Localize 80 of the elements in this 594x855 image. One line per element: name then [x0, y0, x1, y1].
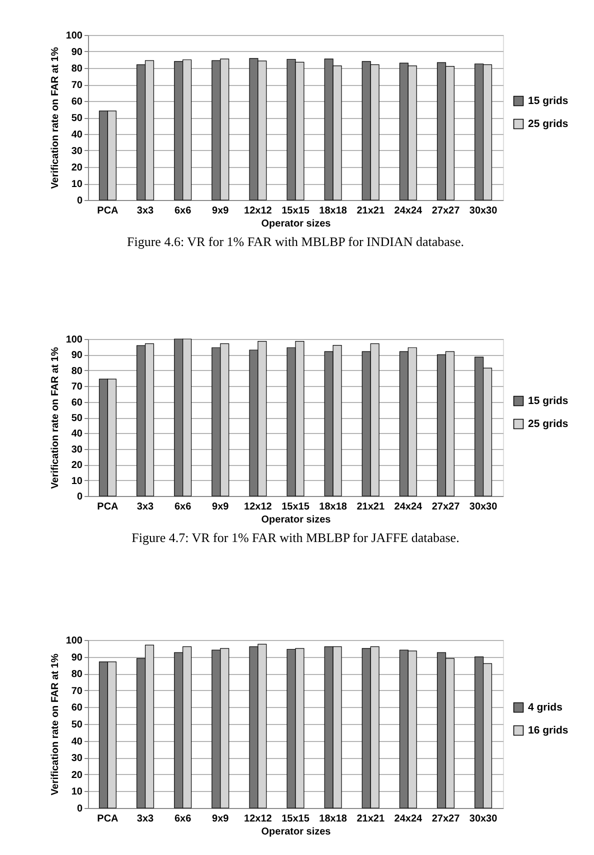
y-tick-label: 80	[71, 669, 83, 680]
x-axis-title: Operator sizes	[261, 514, 332, 526]
y-tick-label: 80	[71, 366, 83, 377]
legend-label: 25 grids	[528, 418, 568, 430]
x-tick-label: 18x18	[319, 206, 348, 216]
x-tick-label: 9x9	[212, 814, 230, 824]
x-tick-label: PCA	[97, 814, 118, 824]
x-tick-label: 24x24	[394, 206, 423, 216]
y-tick-label: 20	[71, 162, 83, 174]
x-tick-label: 27x27	[432, 502, 460, 512]
y-tick-label: 10	[71, 476, 83, 487]
y-tick-label: 0	[76, 492, 83, 502]
x-tick-label: 6x6	[174, 502, 192, 512]
y-tick-label: 70	[71, 686, 83, 697]
x-tick-label: 24x24	[394, 814, 423, 824]
y-tick-label: 90	[71, 652, 83, 664]
y-tick-label: 90	[71, 47, 83, 58]
y-tick-label: 100	[66, 636, 83, 646]
x-tick-label: 15x15	[282, 814, 310, 824]
y-tick-label: 60	[71, 96, 83, 108]
x-tick-label: 3x3	[136, 206, 154, 216]
x-tick-label: 30x30	[469, 814, 498, 824]
caption: Figure 4.7: VR for 1% FAR with MBLBP for JAFFE database.	[132, 530, 460, 545]
y-axis-title: Verification rate on FAR at 1%	[50, 654, 61, 796]
x-tick-label: PCA	[97, 502, 118, 512]
y-tick-label: 20	[71, 770, 83, 781]
x-tick-label: 30x30	[469, 502, 498, 512]
x-tick-label: 27x27	[432, 206, 460, 216]
x-tick-label: PCA	[97, 206, 118, 216]
legend-label: 15 grids	[528, 395, 568, 407]
x-tick-label: 18x18	[319, 502, 348, 512]
x-tick-label: 6x6	[174, 814, 192, 824]
legend-label: 16 grids	[528, 724, 568, 736]
y-tick-label: 50	[71, 720, 83, 730]
y-tick-label: 100	[66, 334, 83, 346]
y-tick-label: 30	[71, 146, 83, 157]
y-axis-title: Verification rate on FAR at 1%	[50, 47, 61, 189]
x-tick-label: 24x24	[394, 502, 423, 512]
x-tick-label: 3x3	[136, 502, 154, 512]
y-tick-label: 40	[71, 130, 83, 140]
x-tick-label: 9x9	[212, 502, 230, 512]
y-tick-label: 10	[71, 786, 83, 798]
x-tick-label: 15x15	[282, 206, 310, 216]
x-tick-label: 15x15	[282, 502, 310, 512]
y-tick-label: 0	[76, 804, 83, 814]
x-tick-label: 27x27	[432, 814, 460, 824]
legend-label: 4 grids	[528, 702, 563, 714]
legend-label: 15 grids	[528, 95, 568, 107]
y-tick-label: 30	[71, 444, 83, 456]
x-tick-label: 12x12	[244, 502, 272, 512]
x-axis-title: Operator sizes	[261, 218, 332, 230]
y-tick-label: 60	[71, 397, 83, 408]
x-tick-label: 12x12	[244, 814, 272, 824]
legend-label: 25 grids	[528, 118, 568, 130]
y-tick-label: 0	[76, 196, 83, 206]
x-tick-label: 18x18	[319, 814, 348, 824]
y-tick-label: 40	[71, 736, 83, 748]
y-tick-label: 70	[71, 80, 83, 91]
x-tick-label: 6x6	[174, 206, 192, 216]
y-tick-label: 60	[71, 702, 83, 714]
x-axis-title: Operator sizes	[261, 826, 332, 838]
y-tick-label: 10	[71, 179, 83, 190]
caption: Figure 4.6: VR for 1% FAR with MBLBP for INDIAN database.	[126, 234, 464, 249]
y-tick-label: 30	[71, 753, 83, 764]
x-tick-label: 12x12	[244, 206, 272, 216]
y-axis-title: Verification rate on FAR at 1%	[50, 347, 61, 489]
x-tick-label: 9x9	[212, 206, 230, 216]
y-tick-label: 70	[71, 382, 83, 393]
x-tick-label: 3x3	[136, 814, 154, 824]
y-tick-label: 50	[71, 413, 83, 424]
x-tick-label: 21x21	[356, 814, 385, 824]
x-tick-label: 30x30	[469, 206, 498, 216]
y-tick-label: 50	[71, 113, 83, 124]
x-tick-label: 21x21	[356, 206, 385, 216]
y-tick-label: 100	[66, 30, 83, 42]
y-tick-label: 40	[71, 428, 83, 440]
y-tick-label: 90	[71, 350, 83, 362]
y-tick-label: 20	[71, 460, 83, 472]
x-tick-label: 21x21	[356, 502, 385, 512]
y-tick-label: 80	[71, 64, 83, 74]
